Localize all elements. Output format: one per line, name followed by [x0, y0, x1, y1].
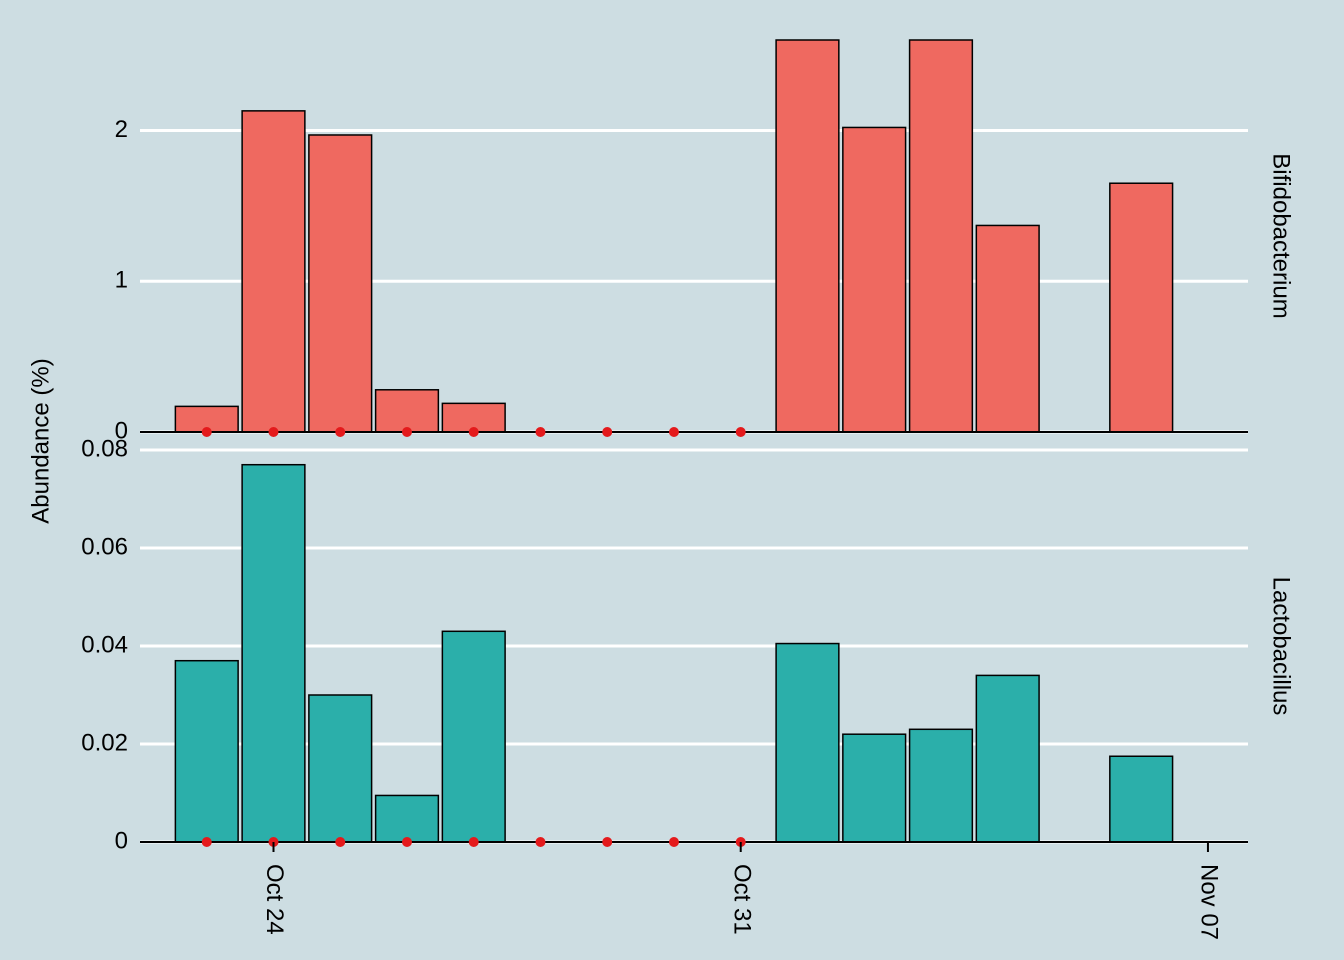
marker-dot: [402, 427, 412, 437]
marker-dot: [669, 837, 679, 847]
chart-svg: 012Bifidobacterium00.020.040.060.08Lacto…: [0, 0, 1344, 960]
y-tick-label: 0.08: [81, 435, 128, 462]
y-tick-label: 2: [115, 116, 128, 143]
marker-dot: [535, 837, 545, 847]
y-axis-label: Abundance (%): [27, 358, 54, 523]
bar: [242, 111, 305, 432]
bar: [910, 40, 973, 432]
marker-dot: [469, 837, 479, 847]
bar: [309, 135, 372, 432]
marker-dot: [602, 427, 612, 437]
bar: [1110, 183, 1173, 432]
bar: [242, 465, 305, 842]
marker-dot: [268, 427, 278, 437]
bar: [1110, 756, 1173, 842]
marker-dot: [669, 427, 679, 437]
bar: [175, 661, 238, 842]
y-tick-label: 0: [115, 827, 128, 854]
x-tick-label: Nov 07: [1196, 864, 1223, 940]
panel-title: Lactobacillus: [1268, 577, 1295, 716]
bar: [442, 631, 505, 842]
bar: [910, 729, 973, 842]
marker-dot: [335, 837, 345, 847]
bar: [843, 127, 906, 432]
marker-dot: [736, 427, 746, 437]
marker-dot: [335, 427, 345, 437]
marker-dot: [402, 837, 412, 847]
marker-dot: [535, 427, 545, 437]
x-tick-label: Oct 24: [261, 864, 288, 935]
marker-dot: [469, 427, 479, 437]
y-tick-label: 0.06: [81, 533, 128, 560]
panel-title: Bifidobacterium: [1268, 153, 1295, 318]
marker-dot: [202, 427, 212, 437]
bar: [376, 795, 439, 842]
y-tick-label: 0.04: [81, 631, 128, 658]
bar: [843, 734, 906, 842]
y-tick-label: 1: [115, 267, 128, 294]
bar: [776, 644, 839, 842]
bar: [776, 40, 839, 432]
bar: [976, 225, 1039, 432]
marker-dot: [202, 837, 212, 847]
bar: [976, 675, 1039, 842]
y-tick-label: 0.02: [81, 729, 128, 756]
bar: [376, 390, 439, 432]
bar: [309, 695, 372, 842]
abundance-chart: 012Bifidobacterium00.020.040.060.08Lacto…: [0, 0, 1344, 960]
x-tick-label: Oct 31: [728, 864, 755, 935]
marker-dot: [602, 837, 612, 847]
